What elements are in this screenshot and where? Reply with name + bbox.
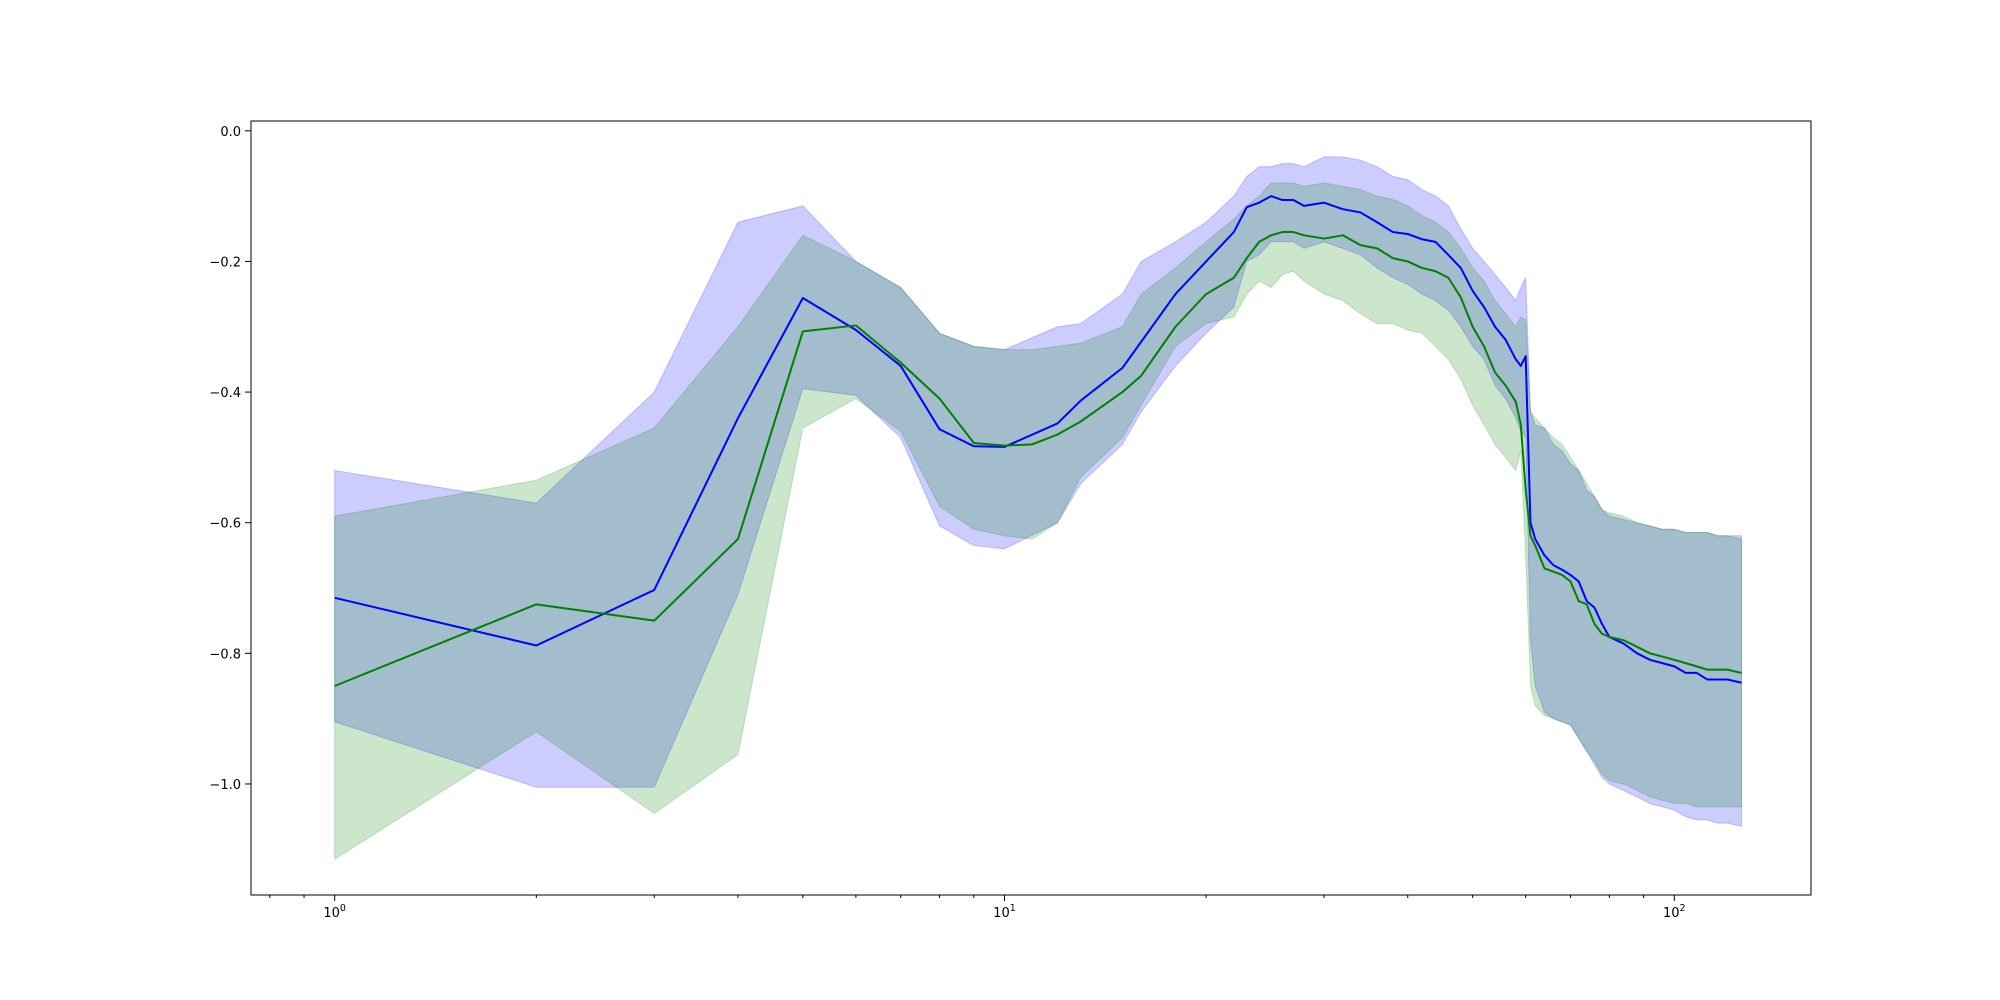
x-tick-exponent: 1 — [1010, 903, 1016, 914]
x-tick-base: 10 — [993, 906, 1010, 921]
y-tick-label: −0.8 — [209, 647, 241, 662]
confidence-bands — [334, 156, 1743, 860]
series-line-2 — [334, 231, 1742, 687]
x-tick-label: 102 — [1663, 903, 1686, 921]
y-tick-label: −1.0 — [209, 778, 241, 793]
x-tick-label: 100 — [323, 903, 346, 921]
x-tick-exponent: 0 — [340, 903, 346, 914]
y-tick-label: 0.0 — [220, 125, 241, 140]
y-axis: 0.0 −0.2 −0.4 −0.6 −0.8 −1.0 — [209, 125, 251, 793]
x-tick-base: 10 — [323, 906, 340, 921]
x-tick-exponent: 2 — [1680, 903, 1686, 914]
x-tick-base: 10 — [1663, 906, 1680, 921]
y-tick-label: −0.2 — [209, 255, 241, 270]
plot-area — [250, 120, 1812, 896]
x-axis: 100 101 102 — [269, 895, 1686, 921]
series-line-1 — [334, 195, 1742, 684]
series-lines — [334, 195, 1742, 687]
confidence-band-1 — [334, 156, 1743, 828]
x-tick-label: 101 — [993, 903, 1016, 921]
y-tick-label: −0.6 — [209, 517, 241, 532]
y-tick-label: −0.4 — [209, 386, 241, 401]
axes-frame — [250, 120, 1812, 896]
confidence-band-2 — [334, 182, 1743, 860]
